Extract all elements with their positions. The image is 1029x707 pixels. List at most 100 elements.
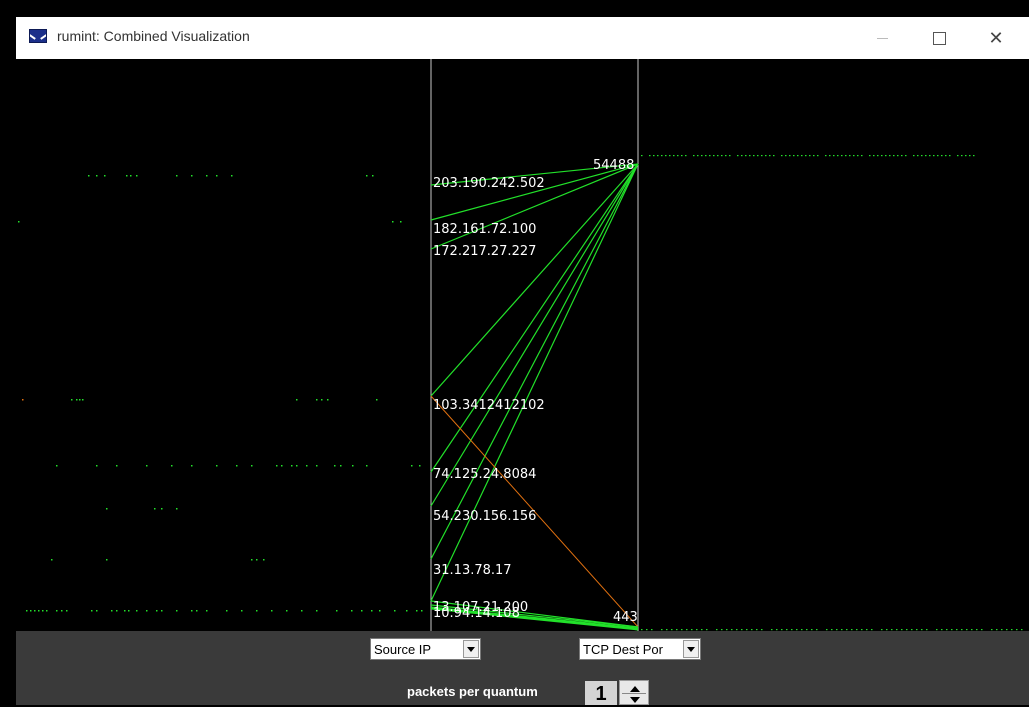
left-axis-dropdown-value: Source IP bbox=[374, 642, 432, 657]
scatter-dot bbox=[897, 155, 899, 157]
scatter-dot bbox=[973, 155, 975, 157]
scatter-dot bbox=[116, 465, 118, 467]
scatter-dot bbox=[816, 629, 818, 631]
scatter-dot bbox=[721, 155, 723, 157]
spin-down-icon[interactable] bbox=[630, 697, 640, 703]
scatter-dot bbox=[641, 629, 643, 631]
scatter-dot bbox=[176, 508, 178, 510]
scatter-dot bbox=[96, 175, 98, 177]
maximize-button[interactable] bbox=[916, 17, 962, 59]
scatter-dot bbox=[677, 155, 679, 157]
scatter-dot bbox=[961, 155, 963, 157]
window-title: rumint: Combined Visualization bbox=[57, 28, 250, 44]
scatter-dot bbox=[316, 465, 318, 467]
scatter-dot bbox=[949, 155, 951, 157]
left-axis-label: 31.13.78.17 bbox=[433, 563, 512, 578]
scatter-dot bbox=[130, 175, 132, 177]
scatter-dot bbox=[833, 155, 835, 157]
scatter-dot bbox=[801, 155, 803, 157]
visualization-canvas[interactable]: 203.190.242.502 182.161.72.100 172.217.27.… bbox=[16, 59, 1029, 631]
scatter-dot bbox=[665, 155, 667, 157]
scatter-dot bbox=[366, 465, 368, 467]
scatter-dot bbox=[676, 629, 678, 631]
scatter-dot bbox=[416, 610, 418, 612]
scatter-dot bbox=[301, 610, 303, 612]
title-bar[interactable]: rumint: Combined Visualization ✕ bbox=[16, 17, 1029, 59]
scatter-dot bbox=[957, 155, 959, 157]
dropdown-arrow-button[interactable] bbox=[463, 640, 479, 658]
scatter-dot bbox=[176, 610, 178, 612]
scatter-dot bbox=[746, 629, 748, 631]
scatter-dot bbox=[873, 155, 875, 157]
left-axis-label: 172.217.27.227 bbox=[433, 244, 536, 259]
parallel-coordinates-plot[interactable]: 203.190.242.502 182.161.72.100 172.217.27.… bbox=[16, 59, 1029, 631]
scatter-dot bbox=[856, 629, 858, 631]
scatter-dot bbox=[929, 155, 931, 157]
scatter-dot bbox=[263, 559, 265, 561]
scatter-dot bbox=[116, 610, 118, 612]
scatter-dot bbox=[889, 155, 891, 157]
scatter-dot bbox=[281, 465, 283, 467]
scatter-dot bbox=[376, 399, 378, 401]
scatter-dot bbox=[961, 629, 963, 631]
scatter-dot bbox=[206, 610, 208, 612]
scatter-dot bbox=[256, 610, 258, 612]
connection-line bbox=[430, 606, 639, 631]
scatter-dot bbox=[419, 465, 421, 467]
scatter-dot bbox=[966, 629, 968, 631]
scatter-dot bbox=[905, 155, 907, 157]
scatter-dot bbox=[829, 155, 831, 157]
scatter-dot bbox=[956, 629, 958, 631]
scatter-dot bbox=[669, 155, 671, 157]
scatter-dot bbox=[761, 155, 763, 157]
scatter-dot bbox=[951, 629, 953, 631]
scatter-dot bbox=[104, 175, 106, 177]
scatter-dot bbox=[351, 610, 353, 612]
scatter-dot bbox=[22, 399, 24, 401]
scatter-dot bbox=[813, 155, 815, 157]
scatter-dot bbox=[106, 508, 108, 510]
scatter-dot bbox=[801, 629, 803, 631]
scatter-dot bbox=[226, 610, 228, 612]
scatter-dot bbox=[921, 155, 923, 157]
scatter-dot bbox=[306, 465, 308, 467]
right-axis-dropdown[interactable]: TCP Dest Por bbox=[579, 638, 701, 660]
envelope-icon bbox=[29, 29, 47, 43]
scatter-dot bbox=[411, 465, 413, 467]
scatter-dot bbox=[826, 629, 828, 631]
scatter-dot bbox=[1016, 629, 1018, 631]
scatter-dot bbox=[797, 155, 799, 157]
scatter-dot bbox=[79, 399, 81, 401]
connection-line bbox=[430, 163, 639, 602]
scatter-dot bbox=[896, 629, 898, 631]
scatter-dot bbox=[646, 629, 648, 631]
connection-line bbox=[430, 163, 639, 186]
scatter-dot bbox=[56, 610, 58, 612]
close-icon: ✕ bbox=[988, 27, 1004, 48]
scatter-dot bbox=[721, 629, 723, 631]
scatter-dot bbox=[34, 610, 36, 612]
scatter-dot bbox=[671, 629, 673, 631]
spin-up-icon[interactable] bbox=[630, 686, 640, 692]
scatter-dot bbox=[1011, 629, 1013, 631]
scatter-dot bbox=[406, 610, 408, 612]
minimize-button[interactable] bbox=[859, 17, 905, 59]
close-button[interactable]: ✕ bbox=[973, 17, 1019, 59]
scatter-dot bbox=[196, 610, 198, 612]
scatter-dot bbox=[236, 465, 238, 467]
scatter-dot bbox=[881, 155, 883, 157]
quantum-value-field[interactable]: 1 bbox=[585, 681, 617, 705]
scatter-dot bbox=[841, 155, 843, 157]
scatter-dot bbox=[976, 629, 978, 631]
scatter-dot bbox=[706, 629, 708, 631]
dropdown-arrow-button[interactable] bbox=[683, 640, 699, 658]
scatter-dot bbox=[400, 221, 402, 223]
scatter-dot bbox=[291, 465, 293, 467]
left-axis-label: 10.94.14.108 bbox=[433, 606, 520, 621]
quantum-spinner[interactable] bbox=[619, 680, 649, 705]
scatter-dot bbox=[651, 629, 653, 631]
scatter-dot bbox=[946, 629, 948, 631]
scatter-dot bbox=[216, 465, 218, 467]
left-axis-dropdown[interactable]: Source IP bbox=[370, 638, 481, 660]
